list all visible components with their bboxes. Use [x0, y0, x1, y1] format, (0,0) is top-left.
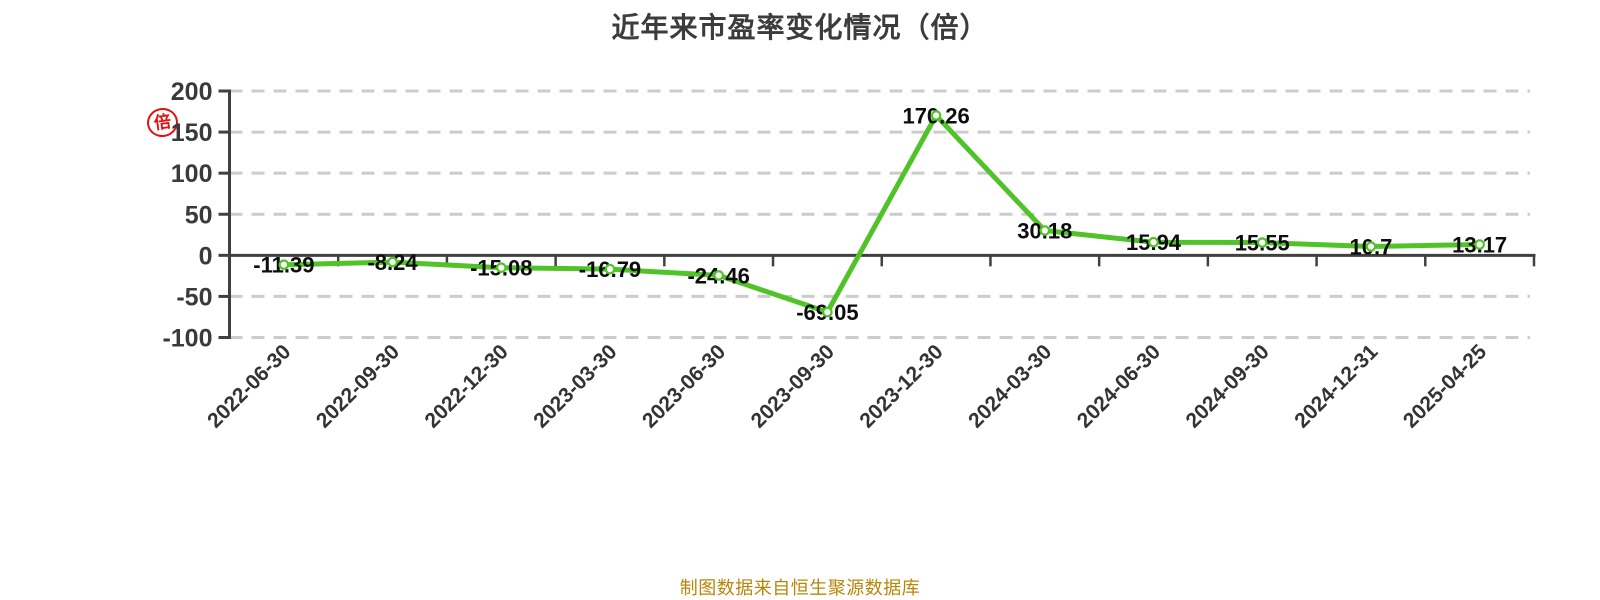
y-tick-label: 150: [171, 119, 213, 147]
data-point: [1148, 236, 1159, 248]
y-tick-label: 0: [199, 242, 213, 270]
y-tick-label: 100: [171, 160, 213, 188]
data-point: [278, 259, 290, 270]
x-tick-label: 2025-04-25: [1399, 340, 1491, 432]
y-tick-label: 50: [185, 201, 213, 229]
data-point: [495, 262, 507, 274]
chart-title: 近年来市盈率变化情况（倍）: [611, 12, 989, 43]
x-tick-label: 2024-09-30: [1182, 340, 1274, 432]
y-tick-label: -100: [162, 325, 212, 353]
x-tick-label: 2024-03-30: [964, 340, 1056, 432]
data-point: [930, 110, 942, 121]
x-tick-label: 2023-06-30: [638, 340, 730, 432]
data-point: [822, 306, 833, 318]
data-point: [1256, 237, 1268, 248]
y-tick-label: 200: [171, 78, 213, 106]
data-source-note: 制图数据来自恒生聚源数据库: [679, 578, 921, 598]
data-point: [604, 263, 616, 275]
data-point: [387, 256, 398, 268]
x-tick-label: 2023-03-30: [529, 340, 621, 432]
x-tick-label: 2022-09-30: [312, 340, 404, 432]
data-point: [713, 270, 724, 281]
data-point: [1474, 239, 1485, 250]
x-tick-label: 2023-12-30: [855, 340, 947, 432]
data-point: [1365, 241, 1377, 252]
series-line: [281, 112, 1483, 315]
x-tick-label: 2024-06-30: [1073, 340, 1165, 432]
x-tick-label: 2023-09-30: [747, 340, 839, 432]
data-point: [1039, 225, 1051, 236]
x-tick-label: 2024-12-31: [1290, 340, 1382, 432]
y-tick-label: -50: [176, 283, 212, 311]
x-tick-label: 2022-12-30: [421, 340, 513, 432]
x-tick-label: 2022-06-30: [203, 340, 295, 432]
